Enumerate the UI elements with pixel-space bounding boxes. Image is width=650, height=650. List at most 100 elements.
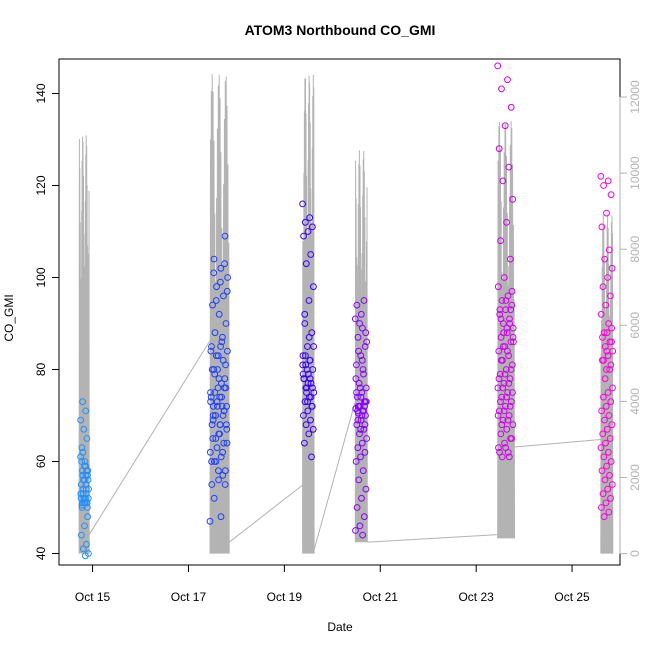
data-point — [217, 453, 225, 461]
altitude-track-flight-2 — [209, 74, 230, 554]
data-point — [309, 425, 317, 433]
data-point — [504, 389, 512, 396]
data-point — [81, 522, 88, 530]
data-point — [79, 398, 86, 406]
data-point — [307, 393, 315, 401]
data-point — [360, 297, 368, 304]
data-point — [221, 232, 229, 240]
data-point — [606, 471, 613, 479]
data-point — [305, 370, 312, 378]
data-point — [358, 389, 366, 396]
y-tick-label: 120 — [34, 175, 48, 195]
data-point — [212, 435, 220, 442]
data-point — [299, 352, 307, 360]
data-point — [310, 343, 318, 350]
data-point — [503, 329, 511, 337]
data-point — [354, 333, 362, 341]
altitude-track-flight-4 — [354, 150, 368, 543]
chart-title: ATOM3 Northbound CO_GMI — [245, 22, 436, 38]
data-point — [209, 416, 217, 424]
plot-area-border — [58, 58, 621, 566]
data-point — [501, 439, 508, 447]
data-point — [353, 361, 360, 369]
data-point — [353, 389, 360, 396]
data-point — [207, 393, 215, 401]
data-point — [497, 315, 505, 323]
data-point — [605, 412, 613, 419]
data-point — [361, 448, 369, 456]
data-point — [494, 62, 502, 70]
data-point — [218, 393, 226, 401]
data-point — [502, 297, 510, 304]
data-point — [82, 407, 90, 415]
data-point — [302, 361, 310, 369]
data-point — [607, 292, 614, 300]
data-point — [307, 379, 315, 387]
data-point — [359, 366, 367, 373]
data-point — [211, 329, 219, 337]
data-point — [356, 430, 363, 438]
data-point — [358, 439, 366, 447]
data-point — [508, 301, 516, 309]
x-tick-label: Oct 17 — [171, 590, 207, 604]
data-point — [83, 435, 91, 442]
data-point — [599, 490, 607, 498]
data-point — [507, 306, 515, 314]
y2-tick-label: 2000 — [628, 464, 642, 491]
data-point — [605, 320, 612, 327]
data-point — [607, 361, 615, 369]
data-point — [80, 494, 88, 502]
data-point — [208, 421, 216, 429]
x-axis-title: Date — [327, 620, 353, 634]
data-point — [357, 425, 365, 433]
data-point — [77, 416, 85, 424]
y2-tick-label: 8000 — [628, 236, 642, 263]
data-point — [499, 343, 507, 350]
data-point — [506, 375, 514, 383]
data-point — [220, 439, 228, 447]
data-point — [357, 416, 365, 424]
data-point — [600, 356, 607, 364]
data-point — [504, 416, 512, 424]
data-point — [503, 324, 511, 332]
data-point — [209, 435, 217, 442]
data-point — [355, 476, 363, 484]
data-point — [354, 416, 362, 424]
data-point — [498, 85, 505, 93]
data-point — [211, 370, 219, 378]
data-point — [355, 347, 363, 355]
data-point — [497, 398, 504, 406]
data-point — [498, 297, 506, 304]
data-point — [305, 297, 313, 304]
data-point — [222, 320, 230, 327]
data-point — [603, 209, 610, 217]
data-point — [304, 398, 311, 406]
data-point — [597, 444, 605, 452]
data-point — [496, 310, 504, 318]
data-point — [211, 389, 219, 396]
data-point — [508, 398, 515, 406]
data-point — [599, 430, 607, 438]
data-point — [598, 467, 606, 475]
data-point — [500, 379, 508, 387]
data-point — [210, 269, 218, 277]
data-point — [302, 352, 309, 360]
data-point — [356, 522, 364, 530]
data-point — [302, 421, 310, 429]
data-point — [213, 352, 220, 360]
data-point — [308, 402, 316, 410]
data-point — [302, 384, 310, 392]
data-point — [359, 467, 367, 475]
data-point — [608, 481, 616, 488]
data-point — [219, 448, 227, 456]
data-point — [497, 430, 505, 438]
data-point — [604, 177, 612, 185]
data-point — [496, 448, 503, 456]
data-point — [499, 416, 507, 424]
data-point — [213, 444, 221, 452]
data-point — [83, 467, 90, 475]
data-point — [301, 218, 309, 226]
x-tick-label: Oct 25 — [554, 590, 590, 604]
data-point — [309, 384, 316, 392]
data-point — [300, 232, 308, 240]
